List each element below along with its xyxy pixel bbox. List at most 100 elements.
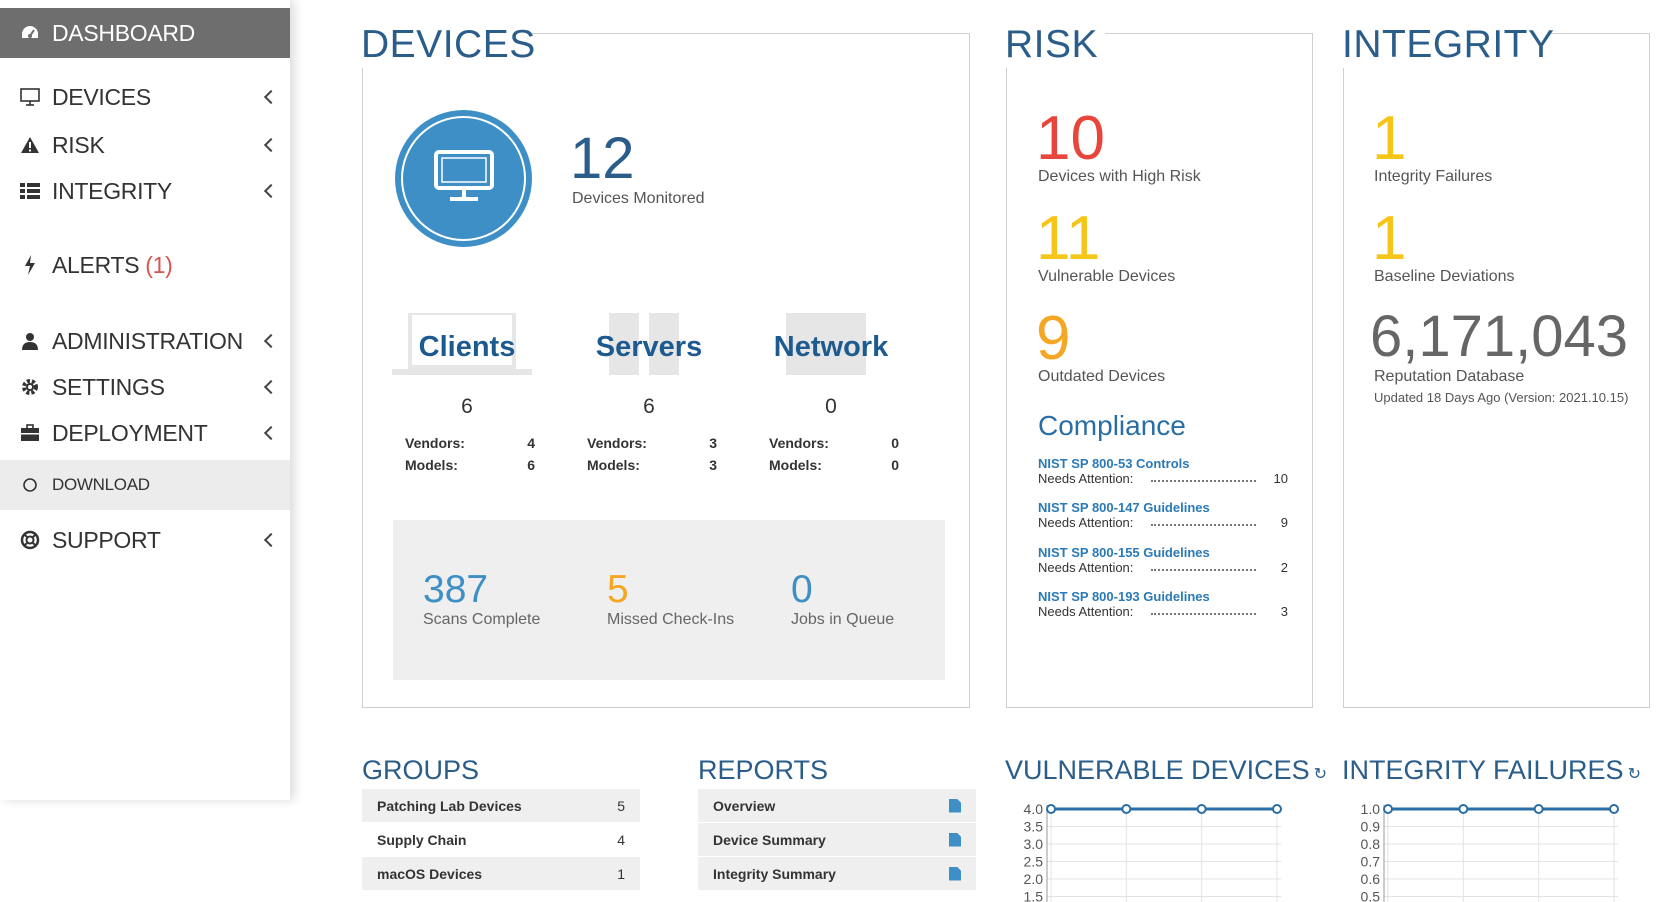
compliance-name[interactable]: NIST SP 800-193 Guidelines bbox=[1038, 589, 1210, 604]
reputation-updated: Updated 18 Days Ago (Version: 2021.10.15… bbox=[1374, 390, 1629, 405]
sidebar: DASHBOARD DEVICES RISK INTEGRITY ALERTS … bbox=[0, 0, 290, 800]
server-icon bbox=[609, 313, 679, 375]
devices-monitored-value: 12 bbox=[570, 126, 635, 191]
data-point[interactable] bbox=[1533, 804, 1544, 814]
compliance-name[interactable]: NIST SP 800-53 Controls bbox=[1038, 456, 1190, 471]
devices-panel-border bbox=[362, 33, 970, 34]
vulnerable-value: 11 bbox=[1036, 204, 1101, 273]
group-row[interactable]: Patching Lab Devices 5 bbox=[362, 789, 640, 822]
category-count: 6 bbox=[461, 395, 473, 418]
category-clients[interactable]: Clients 6 Vendors: 4 Models: 6 bbox=[382, 313, 552, 503]
risk-title: RISK bbox=[1005, 22, 1105, 68]
data-point[interactable] bbox=[1196, 804, 1207, 814]
devices-monitor-badge bbox=[395, 110, 532, 247]
report-row[interactable]: Device Summary bbox=[698, 823, 976, 856]
stat-value: 5 bbox=[607, 568, 629, 611]
category-count: 6 bbox=[643, 395, 655, 418]
compliance-item[interactable]: NIST SP 800-193 Guidelines Needs Attenti… bbox=[1038, 589, 1288, 619]
y-tick-label: 0.9 bbox=[1361, 819, 1381, 835]
category-title: Servers bbox=[595, 331, 703, 363]
report-row[interactable]: Integrity Summary bbox=[698, 857, 976, 890]
monitor-icon bbox=[433, 149, 495, 208]
chevron-left-icon bbox=[263, 425, 279, 441]
life-ring-icon bbox=[20, 530, 40, 550]
devices-title: DEVICES bbox=[361, 22, 536, 68]
data-point[interactable] bbox=[1272, 804, 1282, 814]
data-point[interactable] bbox=[1121, 804, 1132, 814]
category-servers[interactable]: Servers 6 Vendors: 3 Models: 3 bbox=[564, 313, 734, 503]
y-tick-label: 1.0 bbox=[1361, 801, 1381, 817]
category-title: Network bbox=[773, 331, 889, 363]
models-row: Models: 3 bbox=[587, 457, 717, 473]
vulnerable-label: Vulnerable Devices bbox=[1038, 268, 1176, 285]
file-icon[interactable] bbox=[949, 798, 961, 813]
file-icon[interactable] bbox=[949, 832, 961, 847]
sidebar-item-integrity[interactable]: INTEGRITY bbox=[0, 166, 290, 216]
y-tick-label: 3.0 bbox=[1024, 836, 1044, 852]
integrity-chart-title: INTEGRITY FAILURES ↻ bbox=[1342, 755, 1641, 785]
sidebar-item-alerts[interactable]: ALERTS (1) bbox=[0, 240, 290, 290]
vulnerable-devices-chart: 4.0 3.53.0 2.52.0 1.5 bbox=[1024, 801, 1282, 902]
vendors-row: Vendors: 4 bbox=[405, 435, 535, 451]
models-row: Models: 0 bbox=[769, 457, 899, 473]
laptop-icon bbox=[392, 313, 532, 375]
outdated-label: Outdated Devices bbox=[1038, 368, 1166, 385]
groups-title: GROUPS bbox=[362, 755, 480, 785]
sidebar-item-risk[interactable]: RISK bbox=[0, 120, 290, 170]
sidebar-item-label: DOWNLOAD bbox=[52, 475, 150, 494]
integrity-failures-value: 1 bbox=[1372, 104, 1407, 173]
chevron-left-icon bbox=[263, 137, 279, 153]
compliance-item[interactable]: NIST SP 800-53 Controls Needs Attention:… bbox=[1038, 456, 1288, 486]
reputation-label: Reputation Database bbox=[1374, 368, 1525, 385]
y-tick-label: 0.5 bbox=[1361, 889, 1381, 902]
data-point[interactable] bbox=[1383, 804, 1393, 814]
compliance-name[interactable]: NIST SP 800-147 Guidelines bbox=[1038, 500, 1210, 515]
dashboard-icon bbox=[20, 23, 40, 43]
data-point[interactable] bbox=[1046, 804, 1056, 814]
integrity-panel bbox=[1343, 33, 1650, 708]
vulnerable-chart-title: VULNERABLE DEVICES ↻ bbox=[1005, 755, 1328, 785]
stat-scans-complete: 387 Scans Complete bbox=[423, 570, 540, 629]
sidebar-item-label: DEPLOYMENT bbox=[52, 419, 208, 446]
sidebar-item-dashboard[interactable]: DASHBOARD bbox=[0, 8, 290, 58]
sidebar-item-label: SETTINGS bbox=[52, 373, 165, 400]
y-tick-label: 3.5 bbox=[1024, 819, 1044, 835]
data-point[interactable] bbox=[1458, 804, 1469, 814]
sidebar-item-download[interactable]: DOWNLOAD bbox=[0, 460, 290, 510]
baseline-deviations-label: Baseline Deviations bbox=[1374, 268, 1515, 285]
file-icon[interactable] bbox=[949, 866, 961, 881]
sidebar-item-support[interactable]: SUPPORT bbox=[0, 515, 290, 565]
refresh-icon[interactable]: ↻ bbox=[1627, 766, 1641, 783]
chevron-left-icon bbox=[263, 379, 279, 395]
chevron-left-icon bbox=[263, 532, 279, 548]
stat-value: 387 bbox=[423, 568, 489, 611]
compliance-item[interactable]: NIST SP 800-147 Guidelines Needs Attenti… bbox=[1038, 500, 1288, 530]
sidebar-item-settings[interactable]: SETTINGS bbox=[0, 362, 290, 412]
y-tick-label: 4.0 bbox=[1024, 801, 1044, 817]
sidebar-item-deployment[interactable]: DEPLOYMENT bbox=[0, 408, 290, 458]
models-row: Models: 6 bbox=[405, 457, 535, 473]
sidebar-item-devices[interactable]: DEVICES bbox=[0, 72, 290, 122]
alerts-count-badge: (1) bbox=[145, 251, 173, 278]
refresh-icon[interactable]: ↻ bbox=[1313, 766, 1328, 783]
sidebar-item-label: DASHBOARD bbox=[52, 19, 195, 46]
report-row[interactable]: Overview bbox=[698, 789, 976, 822]
y-tick-label: 0.8 bbox=[1361, 836, 1381, 852]
category-network[interactable]: Network 0 Vendors: 0 Models: 0 bbox=[746, 313, 916, 503]
stat-missed-checkins: 5 Missed Check-Ins bbox=[607, 570, 734, 629]
group-row[interactable]: macOS Devices 1 bbox=[362, 857, 640, 890]
chevron-left-icon bbox=[263, 89, 279, 105]
y-tick-label: 0.6 bbox=[1361, 871, 1381, 887]
integrity-failures-label: Integrity Failures bbox=[1374, 168, 1493, 185]
group-row[interactable]: Supply Chain 4 bbox=[377, 831, 625, 848]
device-stats-box: 387 Scans Complete 5 Missed Check-Ins 0 … bbox=[393, 520, 945, 680]
category-title: Clients bbox=[418, 331, 516, 363]
risk-panel bbox=[1006, 33, 1313, 708]
monitor-icon bbox=[20, 87, 40, 107]
compliance-item[interactable]: NIST SP 800-155 Guidelines Needs Attenti… bbox=[1038, 545, 1288, 575]
sidebar-item-administration[interactable]: ADMINISTRATION bbox=[0, 316, 290, 366]
data-point[interactable] bbox=[1609, 804, 1619, 814]
compliance-name[interactable]: NIST SP 800-155 Guidelines bbox=[1038, 545, 1210, 560]
sidebar-item-label: ADMINISTRATION bbox=[52, 327, 243, 354]
devices-panel bbox=[362, 33, 970, 708]
